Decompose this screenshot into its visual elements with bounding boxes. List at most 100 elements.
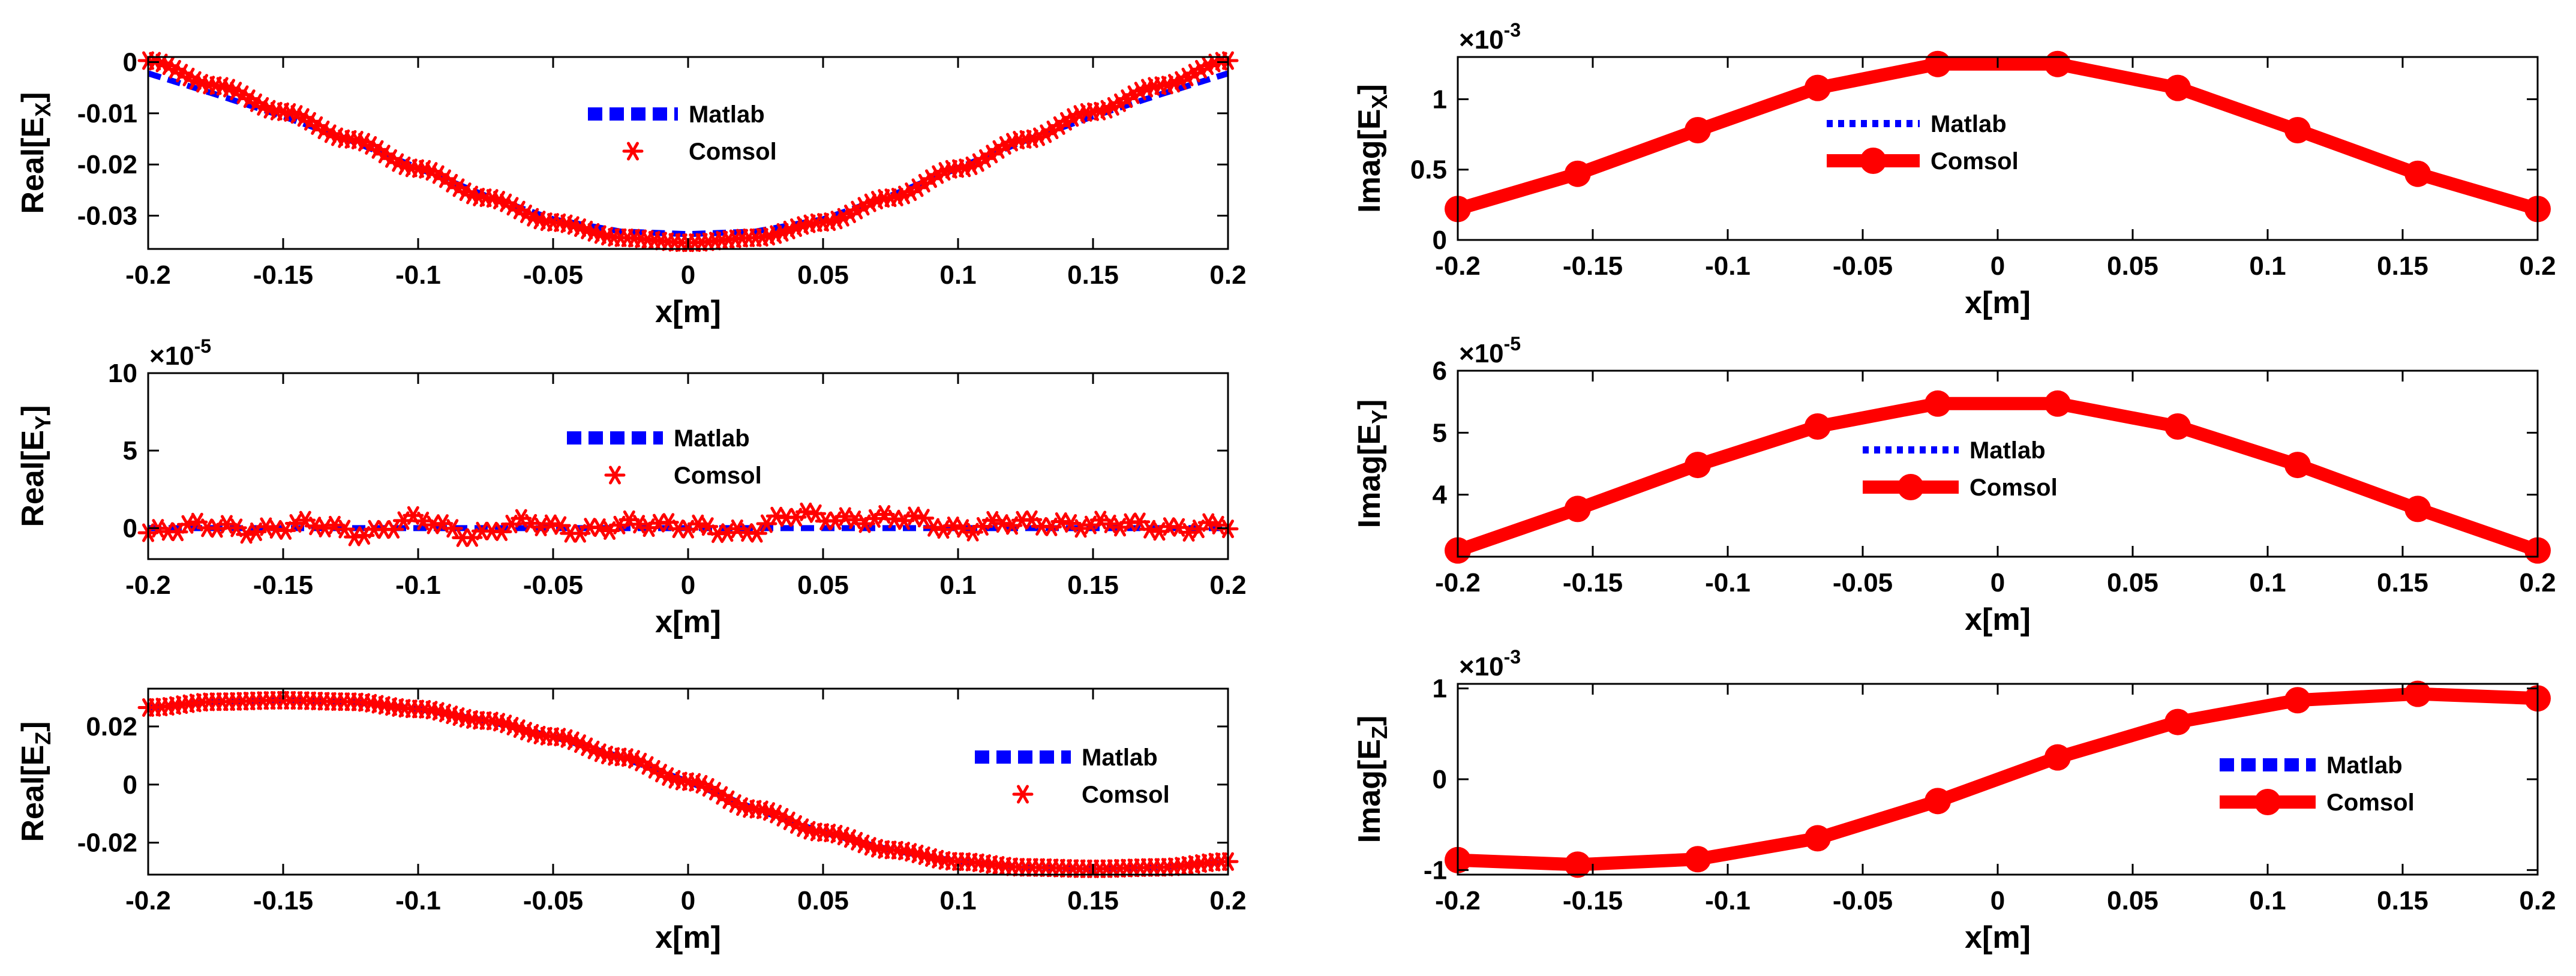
real-ey-series-comsol-marker: [628, 515, 650, 534]
panel-real-ez: -0.2 -0.15 -0.1 -0.05 0 0.05 0.1 0.15 0.2 0.02 0 -0…: [16, 687, 1247, 955]
imag-ex-series-comsol-marker: [2404, 160, 2431, 187]
real-ey-xtick-label: -0.1: [395, 570, 441, 600]
imag-ez-xlabel: x[m]: [1965, 920, 2031, 955]
imag-ez-series-comsol-marker: [2404, 680, 2431, 707]
imag-ex-series-comsol-marker: [1925, 50, 1951, 77]
real-ey-xtick-label: -0.15: [253, 570, 313, 600]
real-ey-xtick-label: 0.1: [939, 570, 976, 600]
real-ez-xtick-label: 0.15: [1067, 886, 1119, 915]
real-ex-xtick-label: -0.1: [395, 260, 441, 290]
real-ex-axes-box: [147, 56, 1229, 250]
imag-ez-ytick-label: 1: [1433, 674, 1447, 704]
imag-ez-exponent: ×10-3: [1459, 646, 1521, 681]
real-ex-xtick-label: 0.2: [1209, 260, 1246, 290]
real-ey-series-comsol-marker: [765, 506, 787, 525]
imag-ex-ylabel: Imag[EX]: [1352, 84, 1392, 213]
imag-ex-series-comsol-marker: [2164, 74, 2191, 101]
real-ex-series-comsol: [137, 51, 1239, 253]
imag-ez-xtick-label: -0.15: [1563, 886, 1623, 915]
imag-ey-series-comsol-marker: [1804, 413, 1831, 440]
imag-ey-exponent: ×10-5: [1459, 333, 1521, 368]
real-ex-legend-matlab-label: Matlab: [689, 101, 765, 128]
real-ey-series-comsol-marker: [1139, 519, 1160, 539]
real-ey-series-comsol-marker: [1100, 514, 1121, 533]
imag-ex-exponent: ×10-3: [1459, 19, 1521, 55]
real-ex-ytick-label: 0: [123, 48, 137, 77]
real-ey-series-comsol-marker: [992, 514, 1013, 533]
imag-ey-series-comsol-marker: [1925, 390, 1951, 417]
imag-ey-series-comsol-marker: [2404, 495, 2431, 522]
real-ey-series-comsol-marker: [981, 510, 1003, 530]
real-ey-series-comsol-marker: [284, 514, 306, 533]
panel-real-ey: -0.2 -0.15 -0.1 -0.05 0 0.05 0.1 0.15 0.2 0 5 10 ×10…: [16, 335, 1247, 639]
imag-ey-series-comsol-marker: [2164, 413, 2191, 440]
imag-ex-series-comsol-marker: [1564, 160, 1591, 187]
imag-ey-series-comsol-marker: [1685, 452, 1712, 479]
real-ez-legend-matlab-label: Matlab: [1082, 744, 1158, 771]
imag-ez-legend-matlab-label: Matlab: [2326, 752, 2403, 779]
real-ex-legend-comsol-label: Comsol: [689, 139, 777, 165]
real-ey-series-comsol-marker: [913, 509, 935, 528]
real-ey-series-comsol-marker: [176, 515, 198, 534]
real-ex-legend-comsol-swatch: [622, 142, 644, 161]
real-ey-series-comsol-marker: [304, 516, 326, 536]
real-ex-xtick-label: 0.1: [939, 260, 976, 290]
imag-ex-xtick-label: -0.15: [1563, 251, 1623, 281]
real-ez-series-comsol: [137, 690, 1239, 878]
imag-ex-xtick-label: -0.1: [1705, 251, 1751, 281]
imag-ey-ytick-label: 5: [1433, 418, 1447, 448]
real-ey-series-comsol-marker: [834, 507, 856, 526]
real-ex-xtick-label: 0: [681, 260, 695, 290]
real-ey-series-comsol-marker: [589, 518, 611, 537]
imag-ez-series-comsol-marker: [1804, 825, 1831, 852]
real-ez-xtick-label: 0.05: [797, 886, 849, 915]
real-ey-series-comsol-marker: [903, 506, 924, 525]
real-ey-xlabel: x[m]: [655, 605, 721, 639]
real-ex-ytick-label: -0.03: [77, 202, 137, 231]
imag-ez-xtick-label: -0.05: [1833, 886, 1893, 915]
real-ex-xtick-label: 0.05: [797, 260, 849, 290]
imag-ez-series-comsol-marker: [1685, 846, 1712, 873]
imag-ez-series-comsol-marker: [1925, 788, 1951, 815]
real-ey-legend-matlab-label: Matlab: [674, 425, 750, 452]
real-ey-exponent: ×10-5: [149, 335, 211, 371]
imag-ez-xtick-label: -0.1: [1705, 886, 1751, 915]
real-ez-ylabel: Real[EZ]: [16, 721, 55, 842]
imag-ey-legend-comsol-swatch: [1863, 474, 1959, 500]
real-ey-xtick-label: 0.2: [1209, 570, 1246, 600]
real-ey-series-comsol-marker: [923, 518, 944, 537]
imag-ez-ytick-label: -1: [1424, 855, 1447, 885]
real-ex-xtick-label: -0.05: [523, 260, 583, 290]
imag-ex-legend-matlab-label: Matlab: [1931, 111, 2007, 137]
imag-ez-xtick-label: 0.1: [2249, 886, 2286, 915]
panel-imag-ex: -0.2 -0.15 -0.1 -0.05 0 0.05 0.1 0.15 0.2 0 0.5 1 ×1…: [1352, 19, 2556, 320]
real-ey-data: [137, 502, 1239, 547]
real-ez-legend-comsol-swatch: [1012, 785, 1034, 804]
imag-ex-xtick-label: 0.1: [2249, 251, 2286, 281]
real-ey-series-comsol-marker: [1178, 522, 1200, 542]
real-ex-ytick-label: -0.01: [77, 99, 137, 128]
imag-ex-series-comsol-marker: [1685, 117, 1712, 143]
real-ey-ytick-label: 5: [123, 436, 137, 466]
real-ex-ytick-label: -0.02: [77, 150, 137, 179]
real-ey-series-comsol-marker: [442, 519, 463, 538]
real-ey-series-comsol-marker: [1197, 513, 1219, 532]
imag-ez-legend-comsol-label: Comsol: [2326, 789, 2415, 816]
imag-ey-legend: Matlab Comsol: [1863, 437, 2058, 501]
real-ez-xtick-label: 0: [681, 886, 695, 915]
imag-ex-xlabel: x[m]: [1965, 286, 2031, 320]
real-ey-series-comsol-marker: [236, 525, 257, 544]
imag-ez-legend-comsol-swatch: [2220, 789, 2316, 815]
panel-imag-ez: -0.2 -0.15 -0.1 -0.05 0 0.05 0.1 0.15 0.2 1 0 -1 ×10…: [1352, 646, 2556, 955]
panel-imag-ey: -0.2 -0.15 -0.1 -0.05 0 0.05 0.1 0.15 0.2 4 5 6 ×10-…: [1352, 333, 2556, 637]
real-ez-xtick-label: -0.15: [253, 886, 313, 915]
real-ey-series-comsol: [137, 502, 1239, 547]
imag-ez-series-comsol-marker: [2284, 687, 2311, 714]
imag-ex-xtick-label: -0.05: [1833, 251, 1893, 281]
imag-ey-ytick-label: 6: [1433, 356, 1447, 386]
imag-ex-xtick-label: 0.15: [2377, 251, 2428, 281]
real-ez-legend: Matlab Comsol: [975, 744, 1170, 808]
real-ez-xtick-label: -0.1: [395, 886, 441, 915]
real-ey-series-comsol-marker: [795, 502, 816, 521]
